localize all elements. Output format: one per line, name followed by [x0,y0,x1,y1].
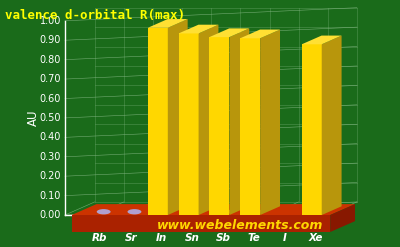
Polygon shape [168,19,188,215]
Text: 1.00: 1.00 [40,16,61,26]
Text: Sn: Sn [185,233,200,243]
Text: Te: Te [248,233,260,243]
Text: Sr: Sr [124,233,137,243]
Polygon shape [260,30,280,215]
Text: 0.90: 0.90 [40,35,61,45]
Polygon shape [178,33,198,215]
Polygon shape [72,215,330,232]
Text: Sb: Sb [216,233,230,243]
Text: 0.30: 0.30 [40,152,61,162]
Polygon shape [209,37,229,215]
Text: www.webelements.com: www.webelements.com [156,219,323,232]
Text: 0.70: 0.70 [40,74,61,84]
Text: Xe: Xe [308,233,323,243]
Text: 0.00: 0.00 [40,210,61,220]
Text: valence d-orbital R(max): valence d-orbital R(max) [5,9,185,22]
Polygon shape [322,36,342,215]
Text: 0.10: 0.10 [40,191,61,201]
Text: 0.80: 0.80 [40,55,61,65]
Polygon shape [302,36,342,44]
Text: 0.50: 0.50 [40,113,61,123]
Ellipse shape [128,209,142,214]
Polygon shape [198,25,218,215]
Polygon shape [302,44,322,215]
Text: I: I [283,233,286,243]
Text: AU: AU [27,110,40,126]
Ellipse shape [190,209,202,214]
Polygon shape [240,38,260,215]
Polygon shape [240,30,280,38]
Polygon shape [229,28,249,215]
Polygon shape [209,28,249,37]
Polygon shape [178,25,218,33]
Ellipse shape [221,209,232,214]
Text: 0.20: 0.20 [40,171,61,181]
Text: 0.60: 0.60 [40,94,61,103]
Ellipse shape [97,209,111,214]
Text: In: In [156,233,167,243]
Polygon shape [148,19,188,28]
Polygon shape [72,204,355,215]
Ellipse shape [160,209,171,214]
Ellipse shape [252,209,263,214]
Polygon shape [330,204,355,232]
Polygon shape [148,28,168,215]
Text: 0.40: 0.40 [40,132,61,142]
Ellipse shape [314,209,325,214]
Text: Rb: Rb [92,233,108,243]
